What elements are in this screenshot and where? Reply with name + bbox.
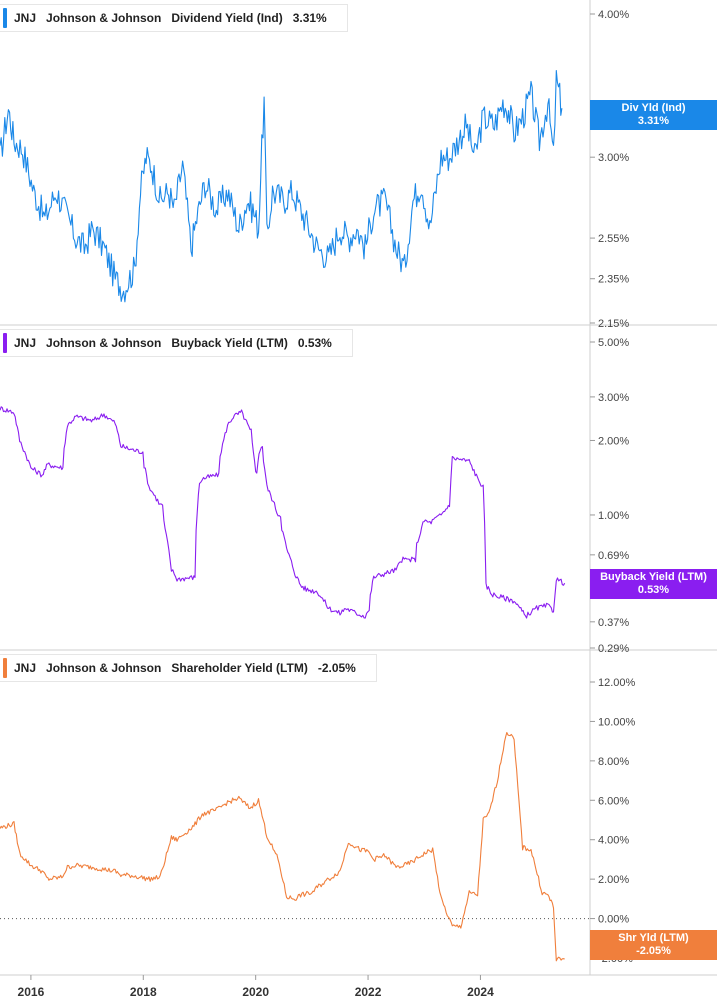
y-tick-label: 0.37% bbox=[598, 617, 629, 629]
legend-metric: Buyback Yield (LTM) bbox=[171, 336, 288, 350]
y-tick-label: 3.00% bbox=[598, 152, 629, 164]
y-tick-label: 5.00% bbox=[598, 337, 629, 349]
legend-value: -2.05% bbox=[317, 661, 356, 675]
y-tick-label: 12.00% bbox=[598, 677, 636, 689]
legend-shareholder: JNJ Johnson & Johnson Shareholder Yield … bbox=[0, 654, 377, 682]
y-tick-label: 3.00% bbox=[598, 392, 629, 404]
legend-metric: Shareholder Yield (LTM) bbox=[171, 661, 308, 675]
series-line-dividend bbox=[0, 70, 563, 303]
y-tick-label: 4.00% bbox=[598, 9, 629, 21]
tag-label: Buyback Yield (LTM) bbox=[600, 571, 707, 583]
tag-shareholder: Shr Yld (LTM) -2.05% bbox=[590, 930, 717, 960]
y-tick-label: 0.00% bbox=[598, 914, 629, 926]
tag-dividend: Div Yld (Ind) 3.31% bbox=[590, 100, 717, 130]
legend-value: 3.31% bbox=[292, 11, 327, 25]
y-tick-label: 2.00% bbox=[598, 435, 629, 447]
legend-metric: Dividend Yield (Ind) bbox=[171, 11, 283, 25]
legend-value: 0.53% bbox=[297, 336, 332, 350]
tag-buyback: Buyback Yield (LTM) 0.53% bbox=[590, 569, 717, 599]
y-tick-label: 1.00% bbox=[598, 510, 629, 522]
y-tick-label: 10.00% bbox=[598, 716, 636, 728]
y-tick-label: 2.35% bbox=[598, 274, 629, 286]
y-tick-label: 2.55% bbox=[598, 233, 629, 245]
x-tick-label: 2018 bbox=[130, 985, 157, 999]
tag-label: Shr Yld (LTM) bbox=[618, 932, 689, 944]
legend-ticker: JNJ bbox=[14, 11, 37, 25]
y-tick-label: 8.00% bbox=[598, 756, 629, 768]
legend-ticker: JNJ bbox=[14, 661, 37, 675]
buyback-swatch bbox=[3, 333, 7, 353]
tag-value: -2.05% bbox=[636, 945, 671, 957]
dividend-swatch bbox=[3, 8, 7, 28]
x-tick-label: 2016 bbox=[18, 985, 45, 999]
tag-value: 0.53% bbox=[637, 584, 670, 596]
legend-company: Johnson & Johnson bbox=[46, 661, 162, 675]
x-tick-label: 2020 bbox=[242, 985, 269, 999]
y-tick-label: 2.00% bbox=[598, 874, 629, 886]
legend-company: Johnson & Johnson bbox=[46, 11, 162, 25]
legend-dividend: JNJ Johnson & Johnson Dividend Yield (In… bbox=[0, 4, 348, 32]
x-tick-label: 2024 bbox=[467, 985, 494, 999]
tag-label: Div Yld (Ind) bbox=[621, 102, 686, 114]
shareholder-swatch bbox=[3, 658, 7, 678]
series-line-shareholder bbox=[0, 731, 565, 962]
y-tick-label: 4.00% bbox=[598, 835, 629, 847]
y-tick-label: 6.00% bbox=[598, 795, 629, 807]
legend-ticker: JNJ bbox=[14, 336, 37, 350]
series-line-buyback bbox=[0, 406, 566, 619]
y-tick-label: 0.29% bbox=[598, 643, 629, 655]
tag-value: 3.31% bbox=[637, 115, 670, 127]
y-tick-label: 0.69% bbox=[598, 550, 629, 562]
legend-company: Johnson & Johnson bbox=[46, 336, 162, 350]
y-tick-label: 2.15% bbox=[598, 318, 629, 330]
legend-buyback: JNJ Johnson & Johnson Buyback Yield (LTM… bbox=[0, 329, 353, 357]
x-tick-label: 2022 bbox=[355, 985, 382, 999]
